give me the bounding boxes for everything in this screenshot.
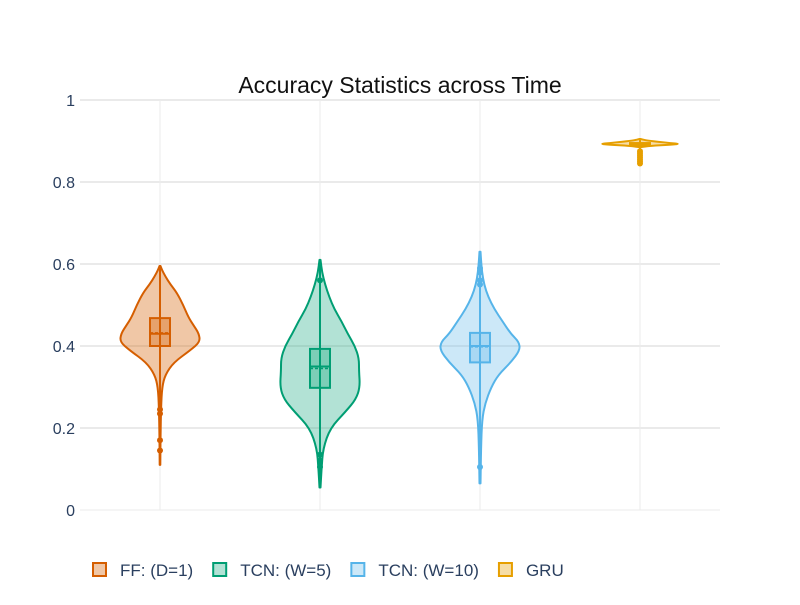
chart-title: Accuracy Statistics across Time <box>238 72 561 98</box>
violin-outlier-point <box>477 277 483 284</box>
y-axis-ticks: 0 0.2 0.4 0.6 0.8 1 <box>53 93 75 520</box>
legend-item: GRU <box>497 561 564 580</box>
violin-outlier-point <box>477 269 483 276</box>
legend-swatch <box>497 562 513 577</box>
grid-layer <box>80 99 720 511</box>
violin-box <box>149 317 171 347</box>
y-tick-label: 0.2 <box>53 421 75 438</box>
legend-label: TCN: (W=5) <box>240 561 331 580</box>
y-tick-label: 1 <box>66 93 75 110</box>
violin-outlier-point <box>157 447 163 454</box>
violin-outlier-point <box>317 463 323 470</box>
y-tick-label: 0 <box>66 503 75 520</box>
violin-outlier-point <box>637 148 643 155</box>
violin-outlier-point <box>477 463 483 470</box>
legend-label: TCN: (W=10) <box>378 561 479 580</box>
violin-group <box>601 137 679 167</box>
y-tick-label: 0.8 <box>53 175 75 192</box>
violin-outlier-point <box>477 281 483 288</box>
violin-outlier-point <box>157 437 163 444</box>
violin-outlier-point <box>157 410 163 417</box>
legend-item: TCN: (W=5) <box>212 561 331 580</box>
violin-group <box>119 265 201 466</box>
violins-layer <box>119 137 679 489</box>
violin-outlier-point <box>317 457 323 464</box>
legend-label: GRU <box>526 561 564 580</box>
violin-outlier-point <box>157 406 163 413</box>
violin-box <box>469 331 491 364</box>
violin-group <box>439 250 521 485</box>
legend-item: TCN: (W=10) <box>350 561 479 580</box>
y-tick-label: 0.6 <box>53 257 75 274</box>
y-tick-label: 0.4 <box>53 339 75 356</box>
legend-swatch <box>350 562 366 577</box>
legend-swatch <box>92 562 107 577</box>
violin-group <box>279 258 361 489</box>
legend: FF: (D=1) TCN: (W=5) TCN: (W=10) GRU <box>92 561 564 580</box>
violin-outlier-point <box>317 277 323 284</box>
legend-label: FF: (D=1) <box>120 561 193 580</box>
legend-item: FF: (D=1) <box>92 561 193 580</box>
violin-outlier-point <box>477 265 483 272</box>
legend-swatch <box>212 562 228 577</box>
violin-outlier-point <box>317 451 323 458</box>
